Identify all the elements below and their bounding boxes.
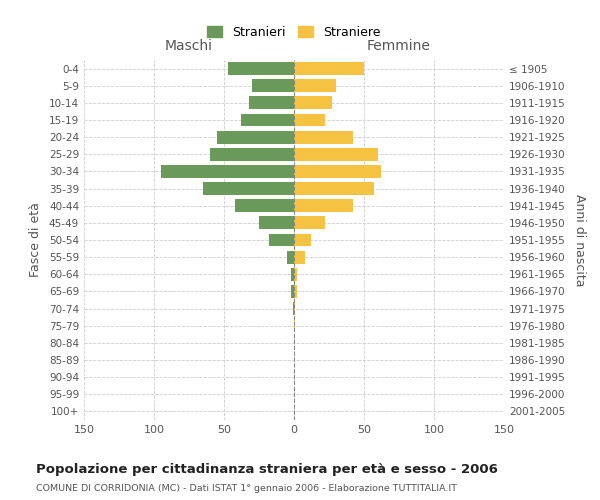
Bar bbox=[259, 216, 294, 230]
Bar bbox=[294, 268, 297, 280]
Bar bbox=[291, 268, 294, 280]
Bar bbox=[294, 114, 325, 126]
Bar bbox=[161, 165, 294, 178]
Bar bbox=[294, 285, 297, 298]
Bar bbox=[294, 182, 374, 195]
Bar bbox=[294, 216, 325, 230]
Y-axis label: Anni di nascita: Anni di nascita bbox=[574, 194, 586, 286]
Text: Maschi: Maschi bbox=[165, 39, 213, 53]
Text: COMUNE DI CORRIDONIA (MC) - Dati ISTAT 1° gennaio 2006 - Elaborazione TUTTITALIA: COMUNE DI CORRIDONIA (MC) - Dati ISTAT 1… bbox=[36, 484, 457, 493]
Bar bbox=[203, 182, 294, 195]
Bar bbox=[235, 200, 294, 212]
Bar bbox=[228, 62, 294, 75]
Bar bbox=[294, 148, 378, 160]
Bar bbox=[249, 96, 294, 110]
Bar bbox=[294, 80, 336, 92]
Bar bbox=[252, 80, 294, 92]
Bar bbox=[294, 62, 364, 75]
Bar bbox=[294, 96, 332, 110]
Bar bbox=[269, 234, 294, 246]
Bar bbox=[294, 200, 353, 212]
Bar bbox=[294, 130, 353, 143]
Bar bbox=[291, 285, 294, 298]
Bar bbox=[287, 250, 294, 264]
Bar bbox=[294, 234, 311, 246]
Bar bbox=[294, 302, 295, 315]
Bar bbox=[294, 320, 295, 332]
Bar bbox=[293, 302, 294, 315]
Text: Femmine: Femmine bbox=[367, 39, 431, 53]
Bar bbox=[210, 148, 294, 160]
Bar bbox=[217, 130, 294, 143]
Bar bbox=[294, 165, 381, 178]
Bar bbox=[294, 250, 305, 264]
Text: Popolazione per cittadinanza straniera per età e sesso - 2006: Popolazione per cittadinanza straniera p… bbox=[36, 462, 498, 475]
Y-axis label: Fasce di età: Fasce di età bbox=[29, 202, 42, 278]
Bar bbox=[241, 114, 294, 126]
Legend: Stranieri, Straniere: Stranieri, Straniere bbox=[201, 20, 387, 45]
